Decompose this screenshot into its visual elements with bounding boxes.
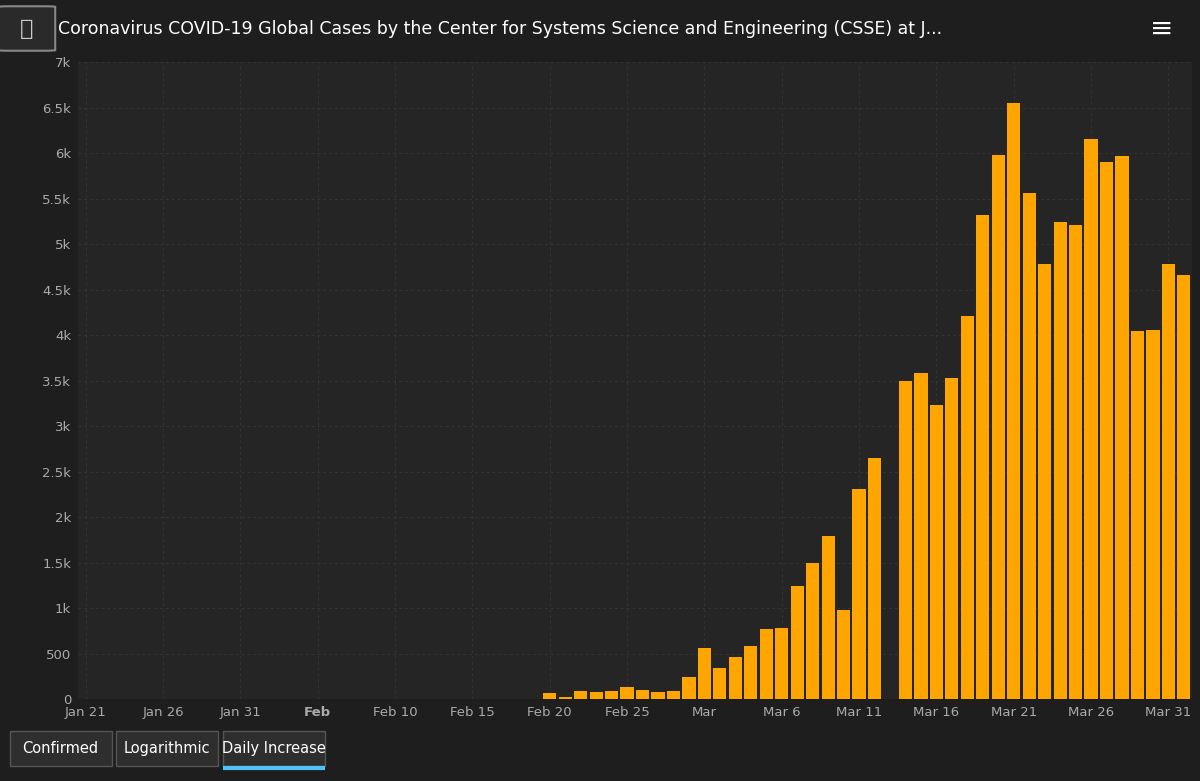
Bar [775,628,788,699]
FancyBboxPatch shape [10,731,112,765]
Bar [838,610,850,699]
Bar [852,489,865,699]
FancyBboxPatch shape [223,731,325,765]
Bar [605,690,618,699]
Bar [559,697,571,699]
Bar [728,657,742,699]
Bar [620,687,634,699]
Text: Daily Increase: Daily Increase [222,741,326,756]
Bar [930,405,943,699]
Bar [1069,225,1082,699]
Bar [652,692,665,699]
Text: ≡: ≡ [1151,15,1174,42]
Bar [899,381,912,699]
Bar [698,647,710,699]
Bar [713,668,726,699]
FancyBboxPatch shape [0,6,55,51]
Bar [1116,155,1128,699]
Bar [1085,140,1098,699]
Bar [806,563,820,699]
Bar [636,690,649,699]
Bar [868,458,881,699]
Bar [1022,194,1036,699]
Bar [667,690,680,699]
Bar [760,629,773,699]
Text: Coronavirus COVID-19 Global Cases by the Center for Systems Science and Engineer: Coronavirus COVID-19 Global Cases by the… [58,20,942,37]
Bar [574,690,587,699]
Bar [961,316,974,699]
Bar [589,692,602,699]
Bar [822,536,835,699]
Bar [991,155,1004,699]
Text: Logarithmic: Logarithmic [124,741,211,756]
Bar [1162,264,1175,699]
Bar [914,373,928,699]
Bar [977,215,989,699]
Bar [1054,222,1067,699]
Bar [744,646,757,699]
Text: Confirmed: Confirmed [23,741,98,756]
FancyBboxPatch shape [116,731,218,765]
Bar [544,694,557,699]
Bar [946,378,959,699]
Text: ⛨: ⛨ [19,19,34,38]
Bar [1177,275,1190,699]
Bar [1146,330,1159,699]
Bar [1038,263,1051,699]
Bar [1007,103,1020,699]
Bar [1130,330,1144,699]
Bar [791,586,804,699]
Bar [683,677,696,699]
Bar [1100,162,1114,699]
